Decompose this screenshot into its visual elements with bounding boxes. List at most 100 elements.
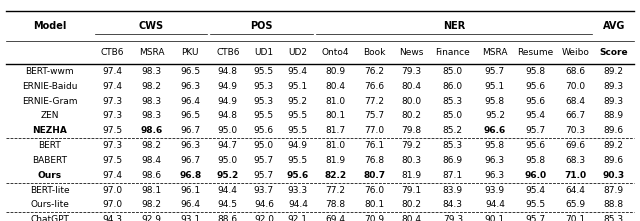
Text: ERNIE-Gram: ERNIE-Gram [22, 97, 77, 105]
Text: 80.1: 80.1 [365, 200, 385, 209]
Text: 77.2: 77.2 [326, 186, 346, 194]
Text: 95.7: 95.7 [485, 67, 505, 76]
Text: 89.2: 89.2 [604, 67, 623, 76]
Text: Weibo: Weibo [561, 48, 589, 57]
Text: 94.6: 94.6 [254, 200, 274, 209]
Text: MSRA: MSRA [139, 48, 164, 57]
Text: 95.5: 95.5 [525, 200, 545, 209]
Text: 75.7: 75.7 [365, 111, 385, 120]
Text: 89.6: 89.6 [604, 156, 624, 165]
Text: 85.3: 85.3 [443, 97, 463, 105]
Text: ZEN: ZEN [41, 111, 59, 120]
Text: 97.0: 97.0 [102, 186, 123, 194]
Text: 93.1: 93.1 [180, 215, 200, 221]
Text: 69.4: 69.4 [326, 215, 346, 221]
Text: 94.9: 94.9 [218, 97, 238, 105]
Text: 96.1: 96.1 [180, 186, 200, 194]
Text: UD2: UD2 [289, 48, 307, 57]
Text: UD1: UD1 [254, 48, 273, 57]
Text: 94.4: 94.4 [218, 186, 237, 194]
Text: 97.4: 97.4 [102, 171, 123, 180]
Text: 68.3: 68.3 [565, 156, 586, 165]
Text: 95.6: 95.6 [525, 141, 545, 150]
Text: 95.5: 95.5 [288, 156, 308, 165]
Text: 96.3: 96.3 [180, 82, 200, 91]
Text: 96.5: 96.5 [180, 67, 200, 76]
Text: AVG: AVG [602, 21, 625, 31]
Text: 81.9: 81.9 [401, 171, 422, 180]
Text: 93.7: 93.7 [254, 186, 274, 194]
Text: 80.0: 80.0 [401, 97, 422, 105]
Text: 97.4: 97.4 [102, 67, 123, 76]
Text: 93.3: 93.3 [288, 186, 308, 194]
Text: 95.5: 95.5 [288, 126, 308, 135]
Text: 98.6: 98.6 [141, 126, 163, 135]
Text: 80.4: 80.4 [401, 215, 422, 221]
Text: 64.4: 64.4 [565, 186, 585, 194]
Text: 97.4: 97.4 [102, 82, 123, 91]
Text: 96.3: 96.3 [485, 156, 505, 165]
Text: 90.1: 90.1 [485, 215, 505, 221]
Text: 94.4: 94.4 [288, 200, 308, 209]
Text: 95.7: 95.7 [525, 126, 545, 135]
Text: 96.3: 96.3 [485, 171, 505, 180]
Text: 98.6: 98.6 [141, 171, 162, 180]
Text: 87.1: 87.1 [443, 171, 463, 180]
Text: 98.2: 98.2 [142, 200, 162, 209]
Text: 81.0: 81.0 [325, 97, 346, 105]
Text: 79.2: 79.2 [401, 141, 422, 150]
Text: 95.8: 95.8 [525, 156, 545, 165]
Text: 96.4: 96.4 [180, 200, 200, 209]
Text: 80.9: 80.9 [325, 67, 346, 76]
Text: 94.9: 94.9 [288, 141, 308, 150]
Text: 92.9: 92.9 [142, 215, 162, 221]
Text: 83.9: 83.9 [443, 186, 463, 194]
Text: 79.3: 79.3 [401, 67, 422, 76]
Text: 95.3: 95.3 [254, 97, 274, 105]
Text: 94.5: 94.5 [218, 200, 238, 209]
Text: 95.6: 95.6 [254, 126, 274, 135]
Text: 98.3: 98.3 [141, 67, 162, 76]
Text: 98.1: 98.1 [141, 186, 162, 194]
Text: 80.7: 80.7 [364, 171, 386, 180]
Text: NEZHA: NEZHA [33, 126, 67, 135]
Text: 94.8: 94.8 [218, 111, 238, 120]
Text: 86.9: 86.9 [443, 156, 463, 165]
Text: 96.4: 96.4 [180, 97, 200, 105]
Text: 77.2: 77.2 [365, 97, 385, 105]
Text: MSRA: MSRA [482, 48, 508, 57]
Text: 80.1: 80.1 [325, 111, 346, 120]
Text: 89.3: 89.3 [604, 97, 624, 105]
Text: 95.3: 95.3 [254, 82, 274, 91]
Text: 95.6: 95.6 [525, 97, 545, 105]
Text: 88.9: 88.9 [604, 111, 624, 120]
Text: 97.5: 97.5 [102, 126, 123, 135]
Text: 76.2: 76.2 [365, 67, 385, 76]
Text: 95.4: 95.4 [288, 67, 308, 76]
Text: Book: Book [364, 48, 386, 57]
Text: 79.8: 79.8 [401, 126, 422, 135]
Text: 95.2: 95.2 [216, 171, 239, 180]
Text: 70.0: 70.0 [565, 82, 586, 91]
Text: 81.7: 81.7 [325, 126, 346, 135]
Text: 95.8: 95.8 [485, 97, 505, 105]
Text: 76.0: 76.0 [365, 186, 385, 194]
Text: 85.0: 85.0 [443, 111, 463, 120]
Text: BERT: BERT [38, 141, 61, 150]
Text: 85.3: 85.3 [443, 141, 463, 150]
Text: 85.0: 85.0 [443, 67, 463, 76]
Text: 81.9: 81.9 [325, 156, 346, 165]
Text: 80.3: 80.3 [401, 156, 422, 165]
Text: 85.2: 85.2 [443, 126, 463, 135]
Text: BABERT: BABERT [33, 156, 67, 165]
Text: 95.2: 95.2 [485, 111, 505, 120]
Text: 88.8: 88.8 [604, 200, 624, 209]
Text: 89.6: 89.6 [604, 126, 624, 135]
Text: 95.1: 95.1 [485, 82, 505, 91]
Text: 95.7: 95.7 [525, 215, 545, 221]
Text: 98.2: 98.2 [142, 141, 162, 150]
Text: 94.3: 94.3 [102, 215, 123, 221]
Text: 84.3: 84.3 [443, 200, 463, 209]
Text: 95.6: 95.6 [525, 82, 545, 91]
Text: 70.9: 70.9 [365, 215, 385, 221]
